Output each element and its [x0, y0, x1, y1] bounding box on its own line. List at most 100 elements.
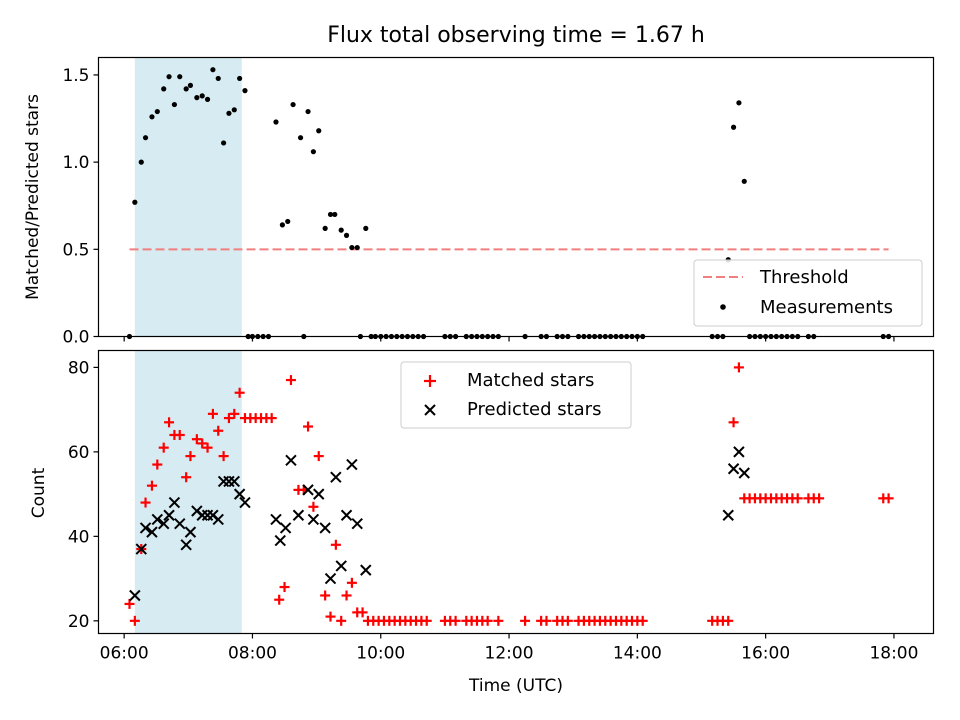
- predicted-stars-point: [319, 522, 331, 534]
- top-highlight-layer: [134, 57, 242, 337]
- measurement-point: [316, 128, 322, 134]
- predicted-stars-point: [302, 484, 314, 496]
- predicted-stars-point: [324, 572, 337, 585]
- matched-stars-point: [129, 615, 140, 626]
- matched-stars-point: [279, 582, 290, 593]
- measurement-point: [142, 135, 149, 141]
- measurement-point: [220, 140, 227, 146]
- bottom-y-tick-label: 20: [68, 612, 90, 632]
- bottom-x-ticks: 06:00 08:00 10:00 12:00 14:00 16:00 18:00: [100, 633, 918, 664]
- predicted-stars-point: [340, 509, 353, 521]
- matched-stars-point: [174, 429, 185, 440]
- matched-stars-point: [266, 413, 277, 424]
- bottom-x-tick-label: 08:00: [228, 644, 277, 664]
- predicted-stars-point: [180, 539, 192, 551]
- bottom-x-tick-label: 14:00: [613, 644, 662, 664]
- predicted-stars-point: [146, 526, 158, 538]
- measurement-point: [310, 149, 316, 155]
- matched-stars-point: [158, 442, 169, 453]
- matched-stars-point: [493, 615, 504, 626]
- bottom-y-tick-label: 80: [68, 358, 90, 378]
- predicted-stars-point: [135, 543, 147, 555]
- measurements-legend-label: Measurements: [760, 297, 893, 318]
- measurement-point: [194, 95, 200, 101]
- measurement-point: [226, 110, 232, 116]
- bottom-x-tick-label: 10:00: [356, 644, 405, 664]
- matched-stars-point: [482, 615, 493, 626]
- measurement-point: [237, 75, 243, 82]
- bottom-x-tick-label: 06:00: [100, 644, 149, 664]
- bottom-plot-frame: [97, 349, 935, 635]
- matched-stars-point: [330, 539, 341, 550]
- measurement-point: [290, 101, 296, 108]
- matched-stars-point: [213, 425, 224, 436]
- top-plot-frame: [97, 56, 935, 338]
- matched-stars-point: [320, 590, 331, 601]
- predicted-stars-point: [292, 509, 305, 521]
- matched-stars-point: [303, 421, 314, 432]
- predicted-stars-point: [307, 513, 320, 526]
- matched-stars-point: [152, 459, 163, 470]
- top-y-tick-label: 0.5: [62, 240, 89, 260]
- matched-stars-point: [733, 362, 744, 373]
- matched-stars-point: [728, 417, 739, 428]
- predicted-stars-point: [727, 463, 740, 475]
- predicted-stars-point: [346, 458, 358, 471]
- bottom-x-tick-label: 18:00: [869, 644, 918, 664]
- measurement-point: [183, 86, 189, 92]
- measurement-point: [171, 101, 178, 108]
- predicted-legend-label: Predicted stars: [467, 399, 601, 420]
- matched-stars-point: [164, 417, 175, 428]
- measurement-point: [741, 178, 747, 184]
- bottom-y-ticks: 20 40 60 80: [68, 358, 99, 632]
- measurement-point: [354, 244, 360, 251]
- measurement-point: [204, 96, 211, 102]
- predicted-stars-point: [151, 513, 164, 526]
- bottom-y-tick-label: 60: [68, 443, 90, 463]
- predicted-legend-swatch: [424, 404, 436, 416]
- predicted-stars-point: [335, 560, 347, 572]
- measurement-point: [305, 108, 311, 115]
- measurement-point: [161, 86, 167, 92]
- matched-stars-point: [421, 615, 432, 626]
- top-panel: Flux total observing time = 1.67 h Match…: [23, 23, 935, 348]
- matched-stars-point: [313, 451, 324, 462]
- matched-stars-point: [146, 480, 157, 491]
- measurement-point: [297, 135, 304, 141]
- measurement-point: [338, 227, 344, 233]
- predicted-stars-point: [733, 446, 745, 458]
- predicted-stars-point: [738, 467, 750, 479]
- matched-stars-point: [285, 375, 296, 386]
- predicted-stars-point: [360, 564, 372, 576]
- matched-stars-point: [883, 493, 894, 504]
- matched-stars-point: [336, 615, 347, 626]
- matched-stars-point: [185, 451, 196, 462]
- measurements-legend-swatch: [720, 304, 726, 310]
- measurement-point: [210, 67, 216, 73]
- matched-stars-point: [814, 493, 825, 504]
- bottom-legend: Matched stars Predicted stars: [400, 361, 632, 429]
- predicted-stars-point: [239, 496, 251, 509]
- top-title: Flux total observing time = 1.67 h: [327, 23, 705, 48]
- predicted-stars-point: [351, 517, 363, 530]
- matched-stars-point: [207, 408, 218, 419]
- top-ylabel: Matched/Predicted stars: [23, 94, 43, 300]
- measurement-point: [154, 108, 160, 115]
- matched-legend-label: Matched stars: [467, 370, 594, 391]
- matched-stars-point: [723, 615, 734, 626]
- matched-stars-point: [520, 615, 531, 626]
- bottom-x-tick-label: 16:00: [741, 644, 790, 664]
- predicted-stars-point: [129, 589, 141, 602]
- matched-stars-point: [562, 615, 573, 626]
- predicted-stars-point: [184, 526, 197, 538]
- matched-stars-point: [218, 451, 229, 462]
- matched-stars-point: [181, 472, 192, 483]
- predicted-stars-point: [174, 517, 186, 530]
- bottom-ylabel: Count: [29, 467, 49, 518]
- measurement-point: [285, 218, 291, 225]
- measurement-point: [199, 93, 205, 99]
- top-legend: Threshold Measurements: [693, 259, 923, 327]
- predicted-stars-point: [313, 488, 325, 500]
- measurement-point: [349, 244, 355, 251]
- matched-stars-point: [234, 387, 245, 398]
